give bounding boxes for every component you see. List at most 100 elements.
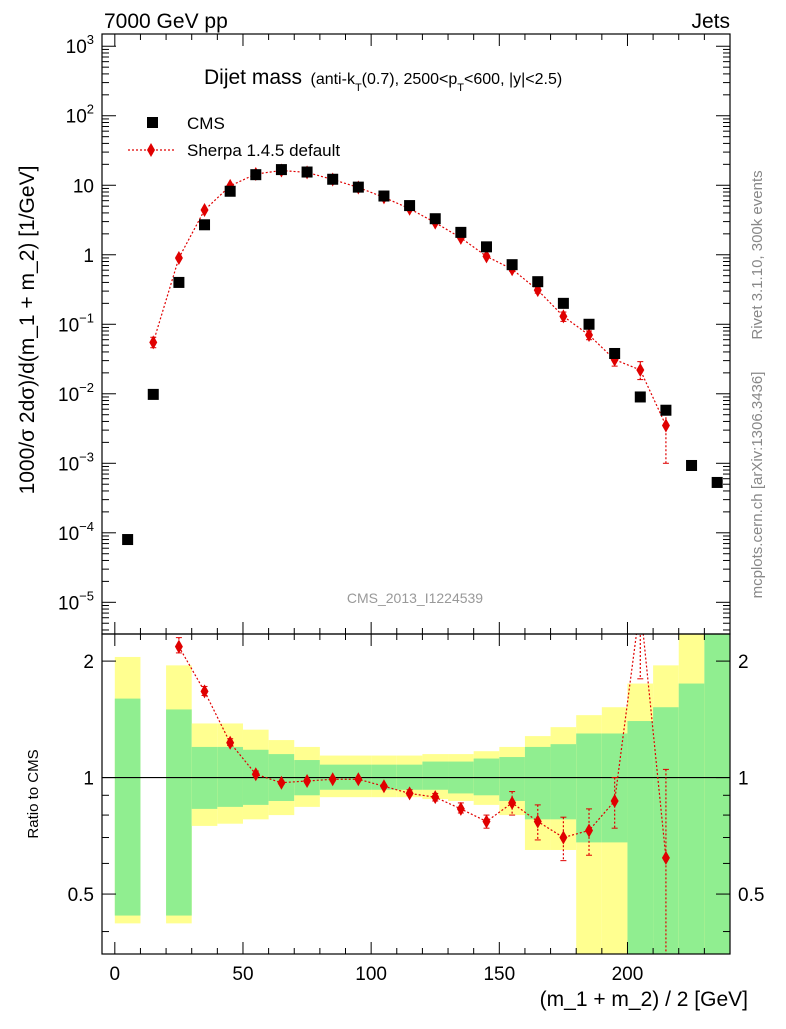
cms-point bbox=[660, 404, 672, 416]
process-label: Jets bbox=[691, 10, 730, 33]
ratio-point bbox=[277, 775, 286, 790]
cms-point bbox=[583, 318, 595, 330]
rivet-label: Rivet 3.1.10, 300k events bbox=[749, 170, 766, 339]
x-tick-label: 150 bbox=[483, 964, 515, 985]
sherpa-point bbox=[149, 335, 158, 350]
ratio-point bbox=[226, 735, 235, 750]
cms-point bbox=[609, 347, 621, 359]
ratio-point bbox=[354, 772, 363, 787]
y-tick-label: 10−1 bbox=[58, 310, 94, 336]
cms-point bbox=[532, 276, 544, 288]
ratio-y-tick-label: 0.5 bbox=[68, 885, 94, 906]
sherpa-point bbox=[636, 362, 645, 377]
band-inner bbox=[422, 761, 449, 790]
ratio-point bbox=[200, 684, 209, 699]
sherpa-point bbox=[482, 249, 491, 264]
band-inner bbox=[678, 683, 705, 954]
cms-point bbox=[634, 391, 646, 403]
cms-point bbox=[250, 169, 262, 181]
y-tick-label: 10 bbox=[73, 176, 94, 197]
x-tick-label: 200 bbox=[612, 964, 644, 985]
chart-title: Dijet mass (anti-kT(0.7), 2500<pT<600, |… bbox=[204, 66, 562, 94]
cms-point bbox=[455, 226, 467, 238]
cms-point bbox=[686, 459, 698, 471]
sherpa-point bbox=[174, 250, 183, 265]
y-tick-label: 10−3 bbox=[58, 449, 94, 475]
cms-point bbox=[199, 219, 211, 231]
cms-point bbox=[173, 276, 185, 288]
axes: 0 50 100 150 20010−510−410−310−210−111010210… bbox=[58, 32, 764, 985]
cms-point bbox=[429, 213, 441, 225]
legend-sherpa-marker bbox=[147, 143, 155, 157]
legend-sherpa-label: Sherpa 1.4.5 default bbox=[187, 141, 340, 160]
y-tick-label: 10−2 bbox=[58, 380, 94, 406]
cms-point bbox=[378, 190, 390, 202]
band-inner bbox=[166, 709, 192, 916]
ratio-y-tick-label-right: 2 bbox=[738, 652, 749, 673]
ratio-y-tick-label-right: 1 bbox=[738, 769, 749, 790]
ratio-point bbox=[328, 772, 337, 787]
band-inner bbox=[524, 746, 551, 820]
x-axis-label: (m_1 + m_2) / 2 [GeV] bbox=[540, 988, 748, 1011]
ratio-point bbox=[405, 786, 414, 801]
y-tick-label: 1 bbox=[83, 246, 94, 267]
ratio-ylabel: Ratio to CMS bbox=[25, 749, 42, 838]
ratio-point bbox=[585, 823, 594, 838]
ratio-point bbox=[174, 639, 183, 654]
energy-label: 7000 GeV pp bbox=[104, 10, 228, 33]
sherpa-point bbox=[661, 418, 670, 433]
sherpa-point bbox=[559, 309, 568, 324]
y-tick-label: 102 bbox=[66, 102, 94, 128]
ratio-y-tick-label: 2 bbox=[83, 652, 94, 673]
ratio-point bbox=[610, 793, 619, 808]
band-inner bbox=[550, 744, 577, 820]
y-tick-label: 10−4 bbox=[58, 519, 94, 545]
cms-point bbox=[147, 388, 159, 400]
cms-point bbox=[506, 259, 518, 271]
ratio-point bbox=[636, 598, 644, 612]
band-inner bbox=[627, 721, 654, 954]
band-inner bbox=[114, 698, 141, 916]
legend: CMS Sherpa 1.4.5 default bbox=[128, 114, 340, 160]
ratio-point bbox=[251, 767, 260, 782]
band-inner bbox=[499, 757, 525, 801]
band-inner bbox=[473, 758, 500, 796]
sherpa-line bbox=[152, 169, 667, 426]
x-tick-label: 50 bbox=[232, 964, 253, 985]
legend-cms-marker bbox=[147, 117, 158, 128]
cms-point bbox=[301, 166, 313, 178]
ratio-point bbox=[559, 830, 568, 845]
band-inner bbox=[704, 634, 730, 954]
source-label: mcplots.cern.ch [arXiv:1306.3436] bbox=[749, 372, 766, 599]
band-inner bbox=[601, 733, 628, 843]
sherpa-point bbox=[585, 328, 594, 343]
legend-cms-label: CMS bbox=[187, 114, 225, 133]
cms-point bbox=[557, 297, 569, 309]
ratio-y-tick-label-right: 0.5 bbox=[738, 885, 764, 906]
ratio-point bbox=[456, 801, 465, 816]
ratio-point bbox=[533, 814, 542, 829]
x-tick-label: 100 bbox=[355, 964, 387, 985]
cms-point bbox=[711, 476, 723, 488]
ratio-point bbox=[661, 850, 670, 865]
ratio-frame bbox=[101, 633, 731, 955]
ratio-point bbox=[303, 773, 312, 788]
ratio-point bbox=[431, 790, 440, 805]
band-inner bbox=[217, 746, 243, 807]
cms-point bbox=[480, 241, 492, 253]
ratio-point bbox=[379, 779, 388, 794]
sherpa-point bbox=[200, 203, 209, 218]
cms-point bbox=[327, 173, 339, 185]
ratio-point bbox=[482, 814, 491, 829]
analysis-watermark: CMS_2013_I1224539 bbox=[347, 590, 483, 606]
cms-point bbox=[352, 181, 364, 193]
x-tick-label: 0 bbox=[110, 964, 121, 985]
main-data-series bbox=[122, 163, 723, 546]
cms-point bbox=[122, 534, 134, 546]
ratio-data-series bbox=[174, 598, 670, 954]
cms-point bbox=[404, 200, 416, 212]
cms-point bbox=[275, 164, 287, 176]
cms-point bbox=[224, 185, 236, 197]
